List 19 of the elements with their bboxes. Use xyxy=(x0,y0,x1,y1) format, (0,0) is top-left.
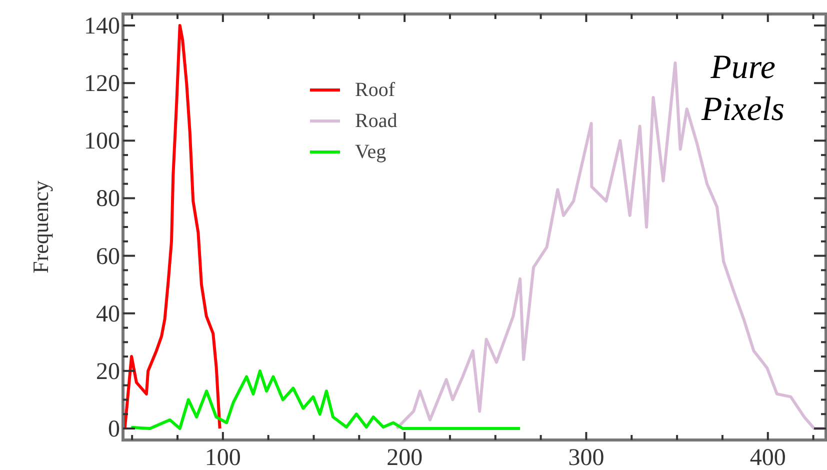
legend-label: Roof xyxy=(355,79,396,101)
line-series xyxy=(123,24,222,430)
annotation: Pure Pixels xyxy=(700,49,785,128)
y-tick-label: 120 xyxy=(84,71,120,98)
y-tick-label: 100 xyxy=(84,128,120,155)
y-tick-label: 0 xyxy=(108,416,120,442)
x-tick-label: 400 xyxy=(750,445,786,470)
x-tick-label: 200 xyxy=(386,445,423,470)
legend-label: Veg xyxy=(355,141,386,163)
y-tick-label: 20 xyxy=(96,358,120,385)
y-tick-label: 80 xyxy=(96,186,120,212)
x-tick-label: 100 xyxy=(204,445,241,470)
x-tick-label: 300 xyxy=(568,445,604,470)
y-tick-label: 40 xyxy=(96,301,120,328)
line-series xyxy=(130,369,522,430)
y-axis-title: Frequency xyxy=(28,180,53,274)
y-tick-label: 140 xyxy=(84,14,120,40)
legend-label: Road xyxy=(355,110,398,132)
y-tick-label: 60 xyxy=(96,244,120,270)
